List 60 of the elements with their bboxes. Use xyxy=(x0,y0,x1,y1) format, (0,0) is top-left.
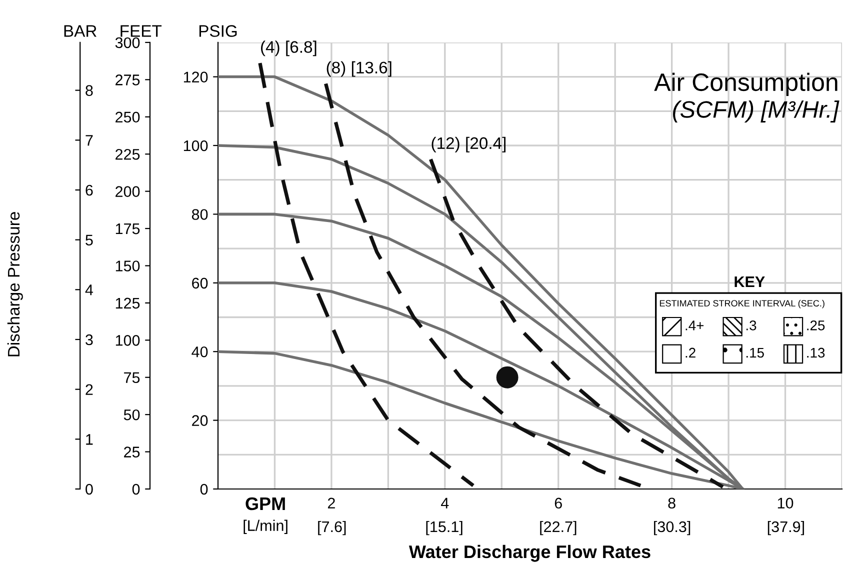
y3-tick-label: 3 xyxy=(86,334,93,346)
x-tick-label: 10 xyxy=(778,498,794,509)
y-axis-title: PSIG xyxy=(199,25,237,37)
x2-tick-label: [22.7] xyxy=(540,520,576,536)
series-label: (4) [6.8] xyxy=(261,40,316,56)
y3-tick-label: 0 xyxy=(86,484,93,495)
x2-tick-label: [7.6] xyxy=(318,520,346,536)
x-axis-title: Water Discharge Flow Rates xyxy=(408,544,650,562)
y2-axis-title: FEET xyxy=(120,25,162,37)
text: Discharge Pressure xyxy=(7,212,23,356)
x-tick-label: 4 xyxy=(441,498,449,508)
y-tick-label: 100 xyxy=(184,140,208,152)
y2-tick-label: 175 xyxy=(116,224,140,234)
y-tick-label: 20 xyxy=(192,415,208,426)
y2-tick-label: 0 xyxy=(132,484,140,495)
y-tick-label: 40 xyxy=(192,346,208,358)
y3-tick-label: 7 xyxy=(86,135,93,146)
annotation: .3 xyxy=(746,320,756,330)
annotation: .2 xyxy=(686,348,696,358)
text: GPM xyxy=(246,497,285,510)
y-tick-label: 80 xyxy=(192,209,208,220)
y2-tick-label: 125 xyxy=(116,298,140,309)
y-tick-label: 60 xyxy=(192,278,208,289)
y3-tick-label: 8 xyxy=(86,85,93,96)
y3-axis-title: BAR xyxy=(64,25,96,37)
annotation: .15 xyxy=(746,348,764,358)
text: (SCFM) [M³/Hr.] xyxy=(673,100,840,123)
y2-tick-label: 200 xyxy=(116,186,140,197)
y3-tick-label: 5 xyxy=(86,234,93,246)
annotation: KEY xyxy=(734,276,765,288)
y2-tick-label: 300 xyxy=(115,37,140,48)
annotation: .4+ xyxy=(686,320,704,330)
series-label: (8) [13.6] xyxy=(326,61,392,77)
y-tick-label: 120 xyxy=(184,72,208,82)
annotation: .13 xyxy=(807,348,825,358)
x-tick-label: 8 xyxy=(668,498,676,509)
y3-tick-label: 1 xyxy=(86,434,93,445)
y2-tick-label: 100 xyxy=(116,335,140,346)
x-tick-label: 6 xyxy=(554,498,562,509)
y2-tick-label: 25 xyxy=(124,446,140,458)
annotation: ESTIMATED STROKE INTERVAL (SEC.) xyxy=(660,300,824,308)
x-tick-label: 2 xyxy=(328,498,335,508)
x2-tick-label: [15.1] xyxy=(426,520,462,536)
y3-tick-label: 2 xyxy=(86,384,93,395)
y2-tick-label: 275 xyxy=(116,74,140,86)
y3-tick-label: 4 xyxy=(85,284,94,296)
annotation: .25 xyxy=(807,320,825,330)
x2-tick-label: [30.3] xyxy=(654,520,690,536)
text: Air Consumption xyxy=(654,72,838,96)
text: [L/min] xyxy=(244,520,288,534)
y2-tick-label: 50 xyxy=(124,409,140,420)
y2-tick-label: 225 xyxy=(116,148,140,160)
y2-tick-label: 150 xyxy=(116,260,140,272)
y2-tick-label: 75 xyxy=(124,372,140,384)
series-label: (12) [20.4] xyxy=(432,136,506,152)
y2-tick-label: 250 xyxy=(116,112,140,123)
x2-tick-label: [37.9] xyxy=(768,520,804,536)
y-tick-label: 0 xyxy=(200,484,208,495)
line-series xyxy=(324,82,642,488)
y3-tick-label: 6 xyxy=(86,184,93,196)
